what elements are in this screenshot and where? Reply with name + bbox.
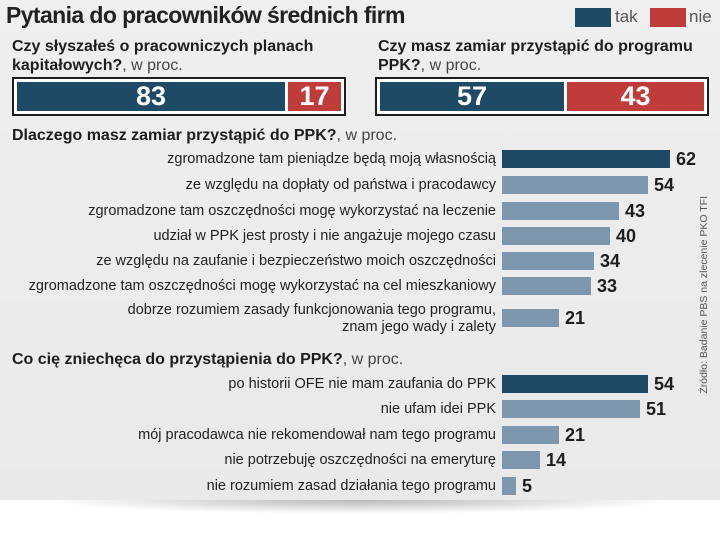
bar xyxy=(502,400,640,418)
legend-label-yes: tak xyxy=(615,7,638,26)
bar xyxy=(502,451,540,469)
reasons-join-unit: , w proc. xyxy=(336,127,398,144)
bar-label-line: nie ufam idei PPK xyxy=(380,401,496,417)
bar-label-line: ze względu na dopłaty od państwa i praco… xyxy=(185,177,496,193)
reasons-join-title: Dlaczego masz zamiar przystąpić do PPK?,… xyxy=(12,127,397,145)
bar-value: 34 xyxy=(600,251,621,271)
bar-label-line: nie rozumiem zasad działania tego progra… xyxy=(206,478,496,494)
bar-label: nie ufam idei PPK xyxy=(381,401,496,418)
bar-label-line: zgromadzone tam oszczędności mogę wykorz… xyxy=(28,278,496,294)
bar xyxy=(502,150,670,168)
bar-value: 21 xyxy=(565,308,586,328)
bar-label-line: znam jego wady i zalety xyxy=(342,319,496,335)
bar-label: ze względu na zaufanie i bezpieczeństwo … xyxy=(96,253,496,270)
bar-label-line: nie potrzebuję oszczędności na emeryturę xyxy=(224,452,496,468)
bar-label: udział w PPK jest prosty i nie angażuje … xyxy=(153,228,496,245)
bar xyxy=(502,309,559,327)
bar xyxy=(502,227,610,245)
bar-label: zgromadzone tam pieniądze będą moją włas… xyxy=(167,151,496,168)
q2-title: Czy masz zamiar przystąpić do programu P… xyxy=(378,37,693,75)
q1-segment-no: 17 xyxy=(288,82,341,111)
bar-value: 40 xyxy=(616,226,637,246)
bar xyxy=(502,202,619,220)
q1-title: Czy słyszałeś o pracowniczych planach ka… xyxy=(12,37,313,75)
page-shadow xyxy=(40,500,680,514)
legend-label-no: nie xyxy=(689,7,712,26)
bar-value: 54 xyxy=(654,374,675,394)
source-note: Źródło: Badanie PBS na zlecenie PKO TFI xyxy=(698,196,710,394)
bar xyxy=(502,252,594,270)
page-title: Pytania do pracowników średnich firm xyxy=(6,2,405,28)
bar-label: ze względu na dopłaty od państwa i praco… xyxy=(186,177,496,194)
q2-title-line1: Czy masz zamiar przystąpić do programu xyxy=(378,38,693,55)
bar-value: 14 xyxy=(546,450,567,470)
q2-stacked-bar: 57 43 xyxy=(375,77,709,116)
bar-label-line: ze względu na zaufanie i bezpieczeństwo … xyxy=(96,253,496,269)
bar-label: mój pracodawca nie rekomendował nam tego… xyxy=(138,427,496,444)
bar-value: 51 xyxy=(646,399,667,419)
bar-label: po historii OFE nie mam zaufania do PPK xyxy=(228,376,496,393)
bar-label: nie rozumiem zasad działania tego progra… xyxy=(207,478,496,495)
bar-value: 43 xyxy=(625,201,646,221)
bar-value: 62 xyxy=(676,149,697,169)
infographic: Pytania do pracowników średnich firm tak… xyxy=(0,0,720,500)
bar xyxy=(502,375,648,393)
legend-swatch-yes xyxy=(575,8,611,27)
bar-value: 21 xyxy=(565,425,586,445)
q1-stacked-bar: 83 17 xyxy=(12,77,346,116)
bar-label-line: zgromadzone tam pieniądze będą moją włas… xyxy=(167,151,496,167)
reasons-join-title-text: Dlaczego masz zamiar przystąpić do PPK? xyxy=(12,127,337,144)
bar xyxy=(502,176,648,194)
bar-label: dobrze rozumiem zasady funkcjonowania te… xyxy=(128,302,496,336)
q1-title-line2: kapitałowych? xyxy=(12,57,123,74)
legend-swatch-no xyxy=(650,8,686,27)
bar-label-line: zgromadzone tam oszczędności mogę wykorz… xyxy=(88,203,496,219)
bar-label: zgromadzone tam oszczędności mogę wykorz… xyxy=(88,203,496,220)
bar-label-line: dobrze rozumiem zasady funkcjonowania te… xyxy=(127,302,496,318)
bar-value: 5 xyxy=(522,476,533,496)
bar xyxy=(502,477,516,495)
bar-label: nie potrzebuję oszczędności na emeryturę xyxy=(224,452,496,469)
reasons-discourage-title: Co cię zniechęca do przystąpienia do PPK… xyxy=(12,351,403,369)
bar xyxy=(502,426,559,444)
q1-title-line1: Czy słyszałeś o pracowniczych planach xyxy=(12,38,314,55)
q2-unit: , w proc. xyxy=(420,57,482,74)
bar-value: 54 xyxy=(654,175,675,195)
q2-segment-no: 43 xyxy=(567,82,704,111)
bar-label: zgromadzone tam oszczędności mogę wykorz… xyxy=(29,278,496,295)
bar-label-line: po historii OFE nie mam zaufania do PPK xyxy=(228,376,496,392)
bar-label-line: udział w PPK jest prosty i nie angażuje … xyxy=(153,228,496,244)
reasons-discourage-title-text: Co cię zniechęca do przystąpienia do PPK… xyxy=(12,351,343,368)
reasons-discourage-unit: , w proc. xyxy=(342,351,404,368)
q2-segment-yes: 57 xyxy=(380,82,564,111)
q1-unit: , w proc. xyxy=(122,57,183,74)
bar-value: 33 xyxy=(597,276,618,296)
q2-title-line2: PPK? xyxy=(378,57,421,74)
bar-label-line: mój pracodawca nie rekomendował nam tego… xyxy=(138,427,496,443)
bar xyxy=(502,277,591,295)
q1-segment-yes: 83 xyxy=(17,82,285,111)
